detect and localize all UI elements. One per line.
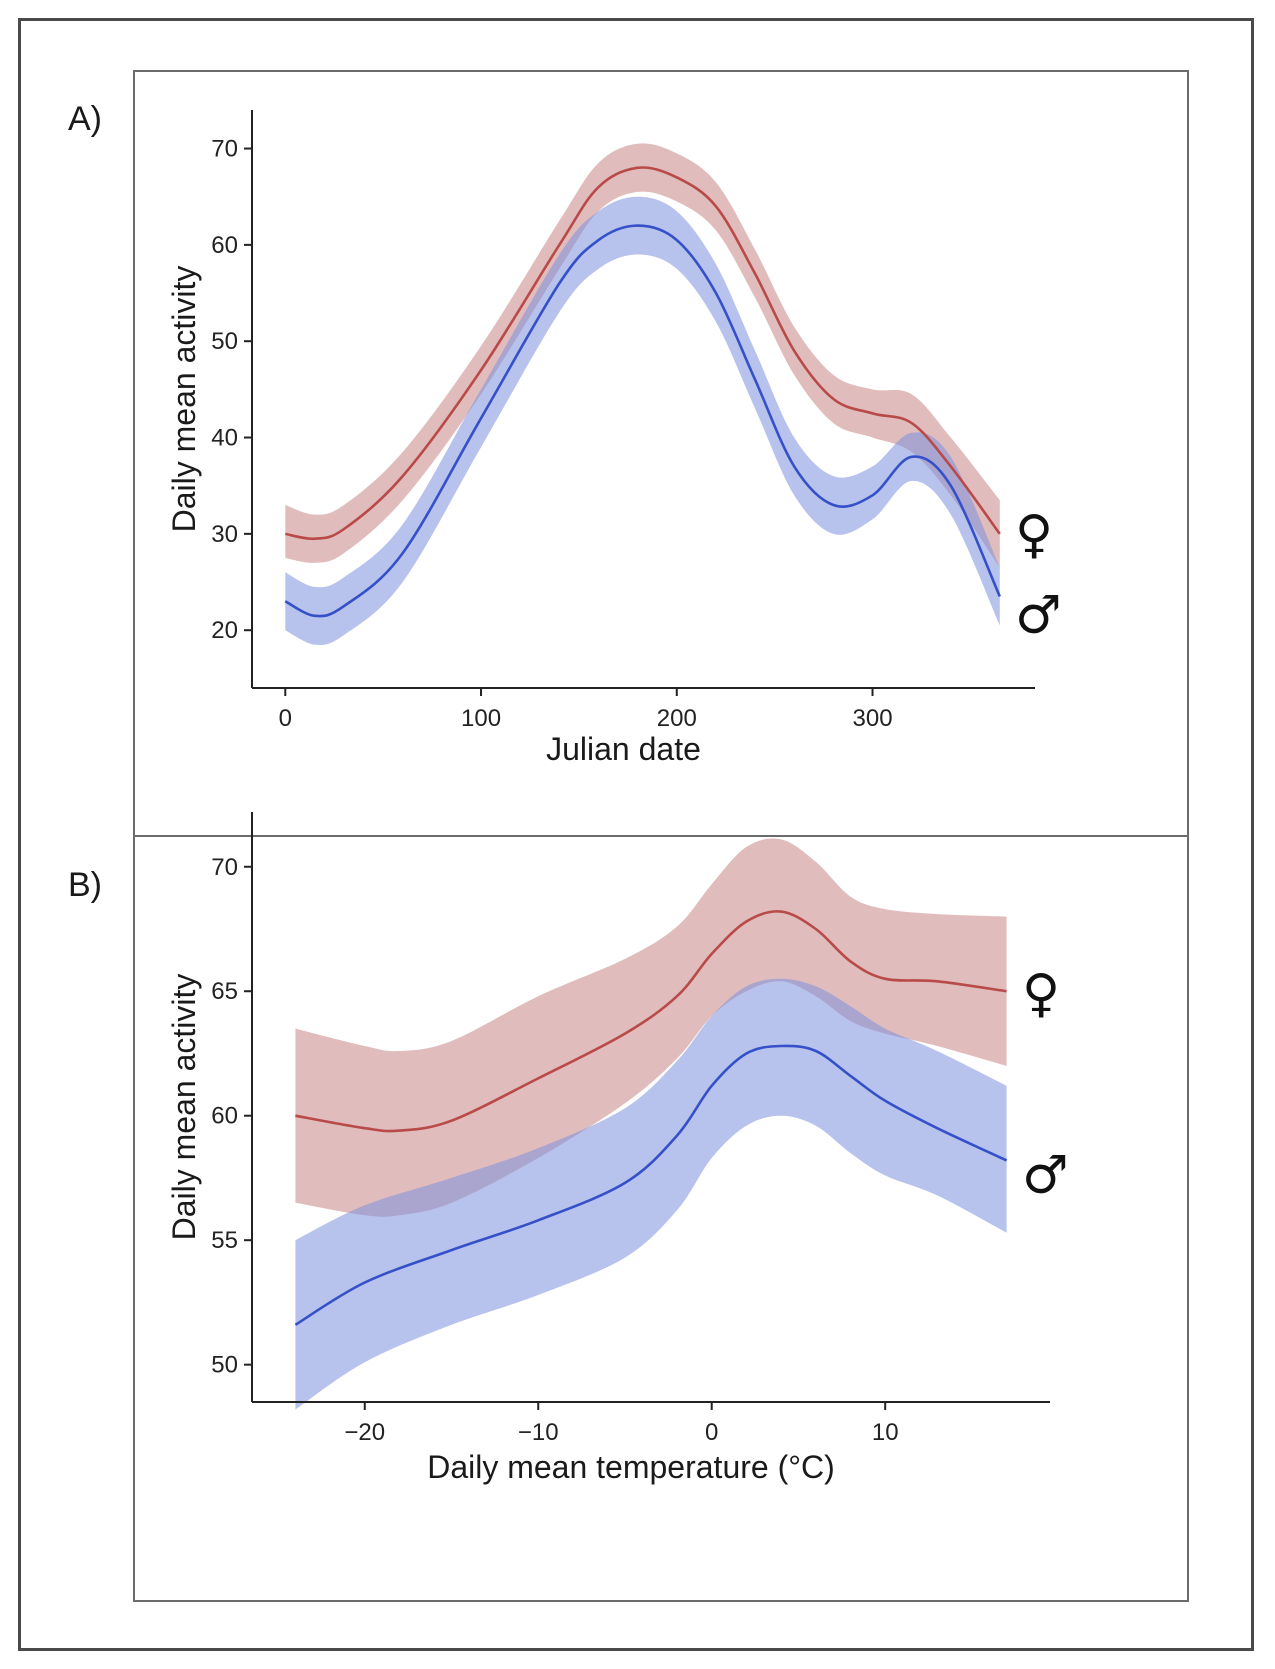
series-label-male: ♂ [1022, 1146, 1069, 1206]
y-tick-label: 30 [211, 521, 238, 548]
series-line-male [284, 224, 1001, 618]
x-tick-label: 300 [853, 705, 893, 732]
confidence-band-male [295, 978, 1007, 1410]
x-tick-label: 10 [872, 1419, 899, 1446]
series-label-female: ♀ [1022, 964, 1060, 1024]
panel-a-label: A) [68, 100, 102, 138]
confidence-band-female [295, 838, 1007, 1217]
confidence-band-male [285, 196, 1000, 645]
chart-b: ♀ ♂ 50 55 60 65 70 −20 −10 0 10 Daily mean temperat… [166, 812, 1069, 1485]
x-tick-label: −10 [518, 1419, 559, 1446]
series-label-male: ♂ [1015, 585, 1062, 645]
x-tick-label: 0 [705, 1419, 718, 1446]
y-tick-label: 70 [211, 854, 238, 881]
y-tick-label: 70 [211, 136, 238, 163]
y-axis-title: Daily mean activity [166, 974, 202, 1241]
x-tick-label: 100 [461, 705, 501, 732]
x-tick-label: 0 [279, 705, 292, 732]
x-axis-title: Daily mean temperature (°C) [427, 1449, 835, 1485]
x-tick-label: 200 [657, 705, 697, 732]
y-tick-label: 65 [211, 978, 238, 1005]
x-tick-label: −20 [344, 1419, 385, 1446]
y-axis-title: Daily mean activity [166, 266, 202, 533]
y-tick-label: 40 [211, 425, 238, 452]
chart-a: ♀ ♂ 20 30 40 50 60 70 0 100 200 300 Julian date Daily… [166, 110, 1062, 767]
y-tick-label: 60 [211, 232, 238, 259]
series-line-female [285, 166, 1001, 541]
x-axis-title: Julian date [546, 731, 701, 767]
y-tick-label: 55 [211, 1227, 238, 1254]
confidence-band-female [285, 143, 1000, 568]
y-tick-label: 60 [211, 1103, 238, 1130]
series-line-male [294, 1044, 1008, 1326]
series-line-female [295, 910, 1007, 1133]
figure-frame [18, 18, 1254, 1651]
panel-b-label: B) [68, 866, 102, 904]
y-tick-label: 50 [211, 1352, 238, 1379]
y-tick-label: 20 [211, 617, 238, 644]
y-tick-label: 50 [211, 328, 238, 355]
series-label-female: ♀ [1015, 505, 1053, 565]
